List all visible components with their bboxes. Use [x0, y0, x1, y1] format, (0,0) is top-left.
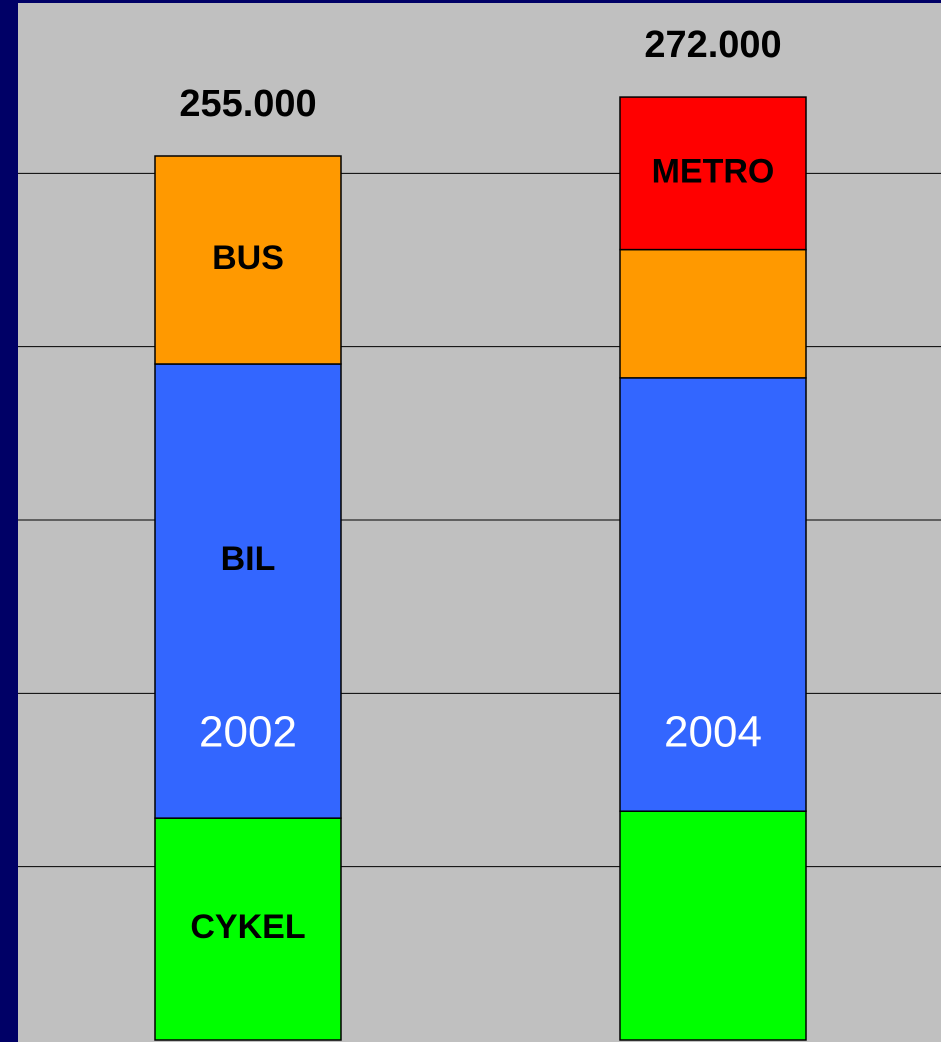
total-label: 255.000 — [179, 83, 316, 125]
segment-label: METRO — [652, 152, 775, 190]
total-label: 272.000 — [644, 24, 781, 66]
segment-label: CYKEL — [190, 908, 305, 946]
category-label: 2002 — [199, 708, 297, 757]
bar-segment — [154, 817, 342, 1041]
segment-label: BUS — [212, 239, 284, 277]
bar-segment — [619, 377, 807, 812]
bar-segment — [619, 810, 807, 1041]
bar-segment — [619, 96, 807, 251]
bar-segment — [154, 155, 342, 365]
bar-segment — [154, 363, 342, 819]
category-label: 2004 — [664, 708, 762, 757]
bar-segment — [619, 248, 807, 379]
segment-label: BIL — [221, 540, 276, 578]
